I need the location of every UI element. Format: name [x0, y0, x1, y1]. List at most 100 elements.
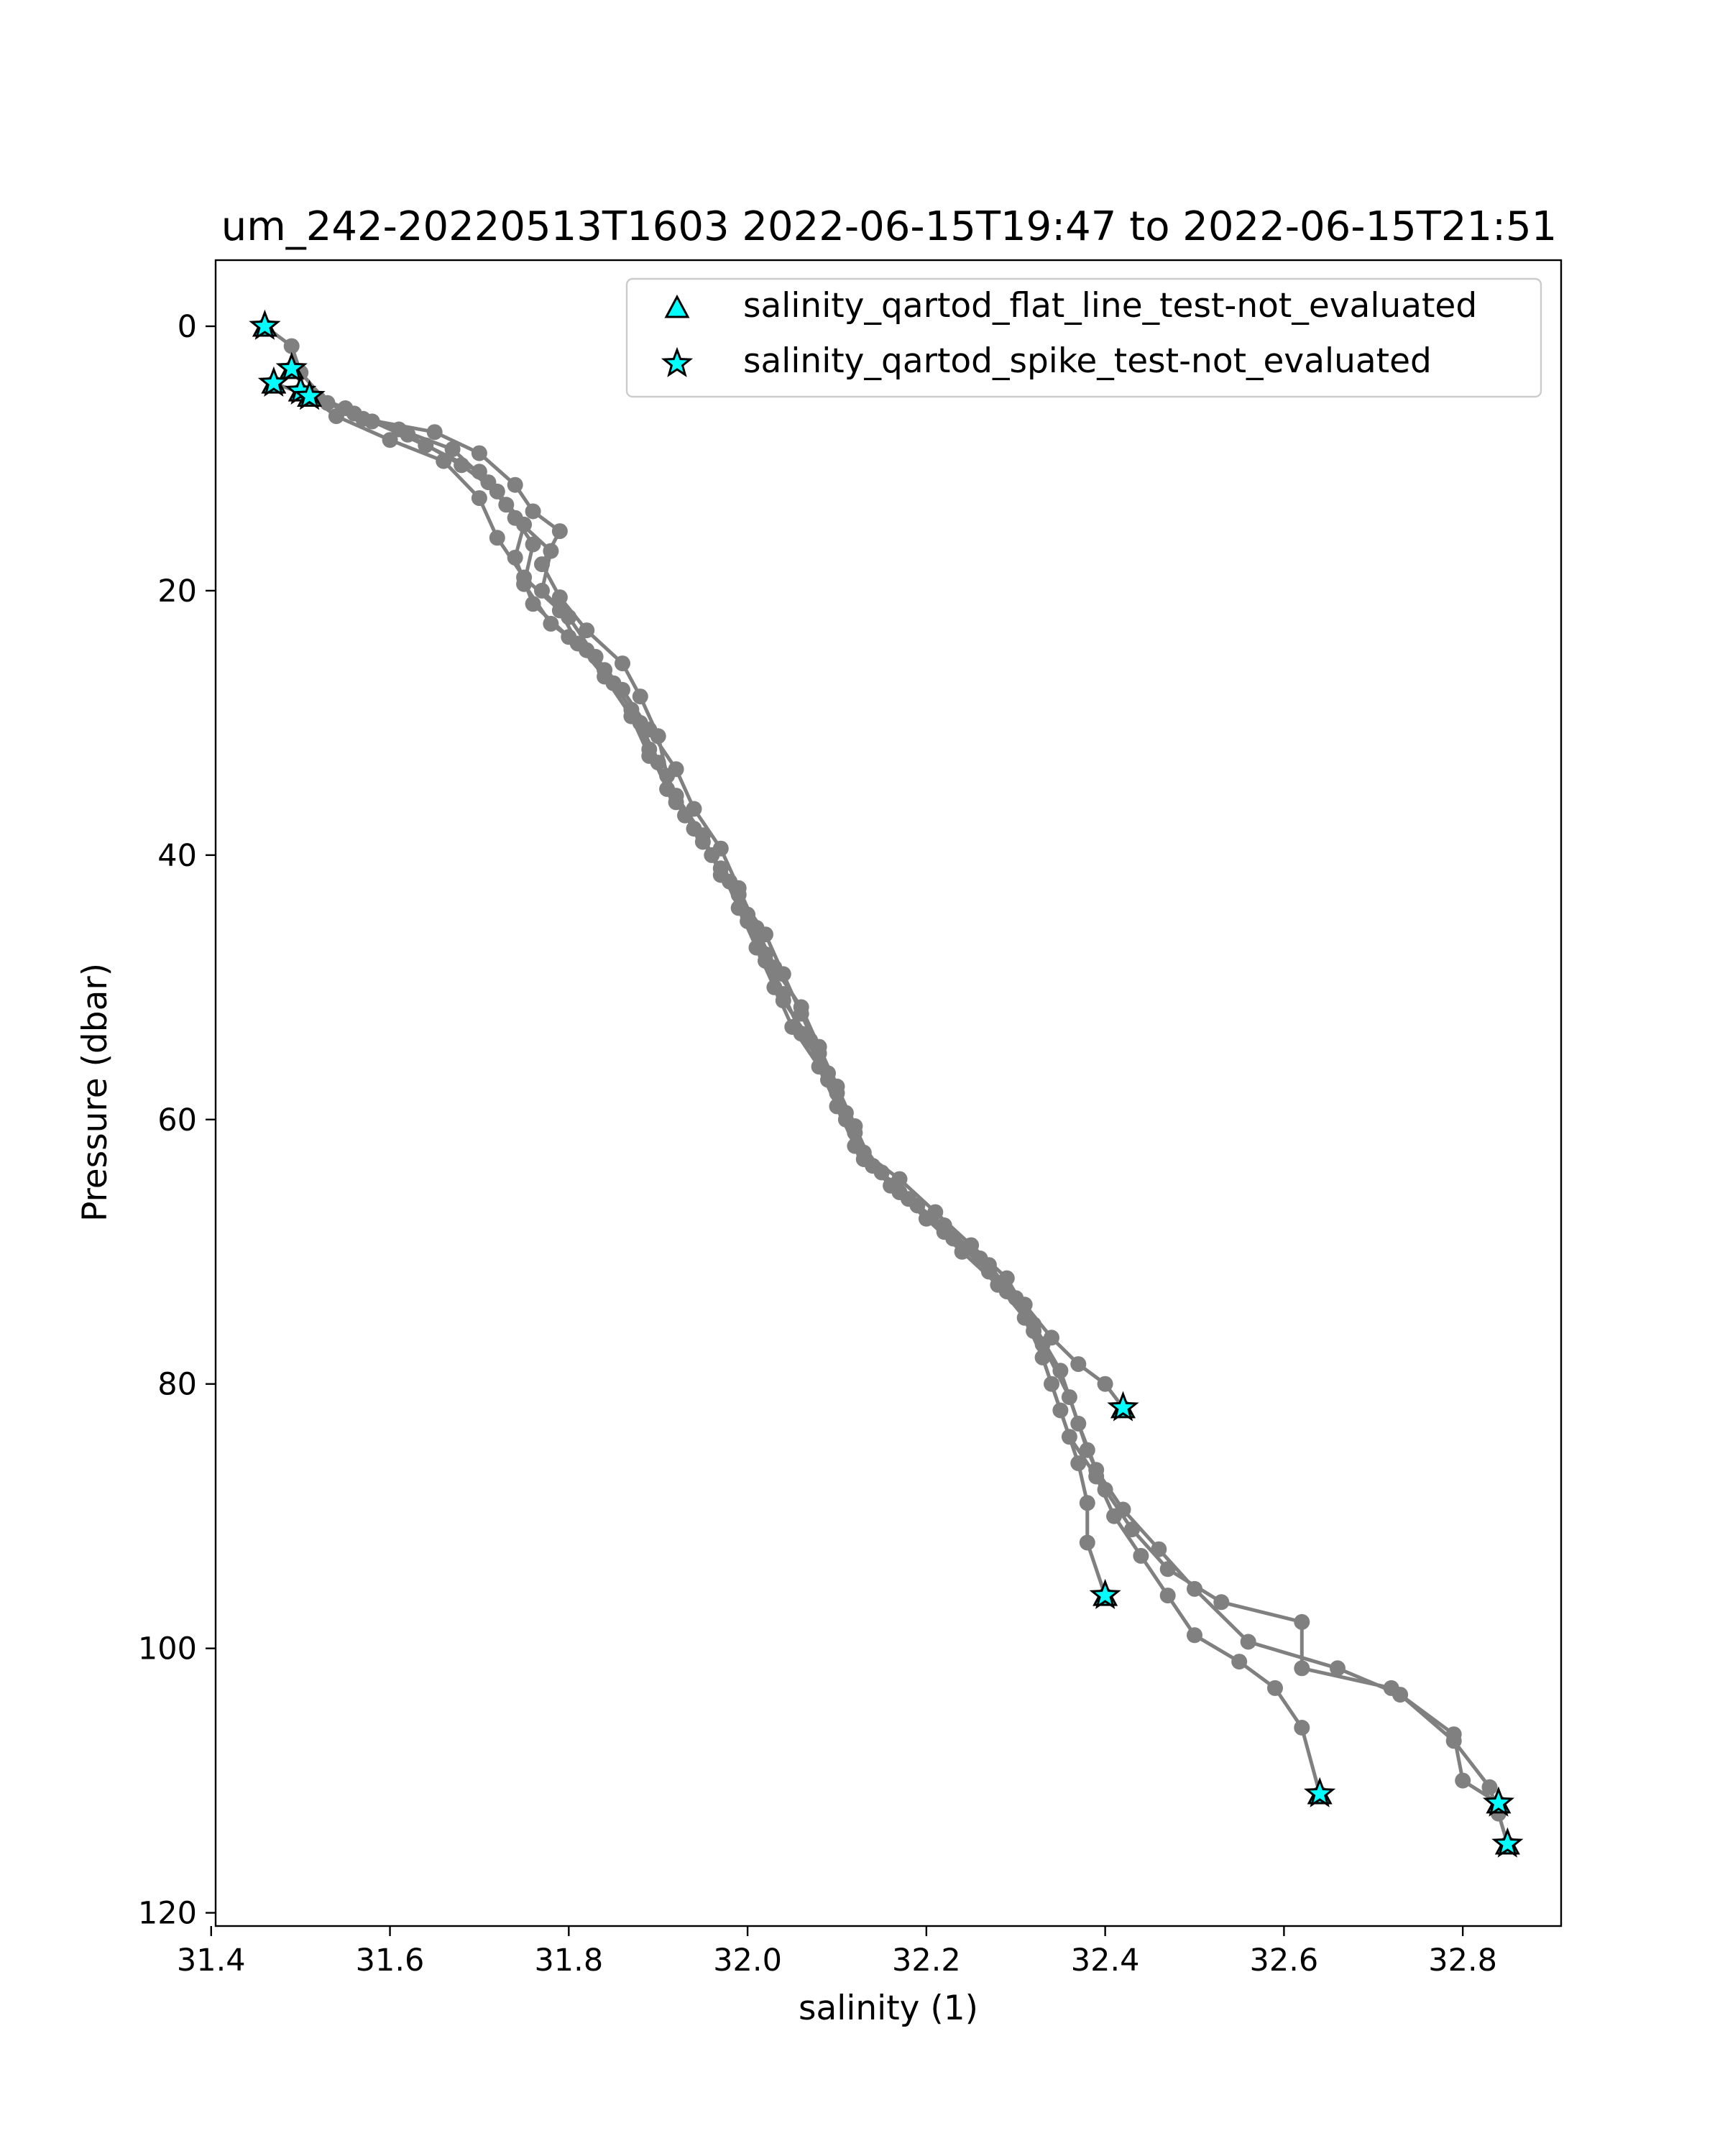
profile-3-point-30: [1061, 1429, 1077, 1445]
profile-4-point-19: [793, 999, 809, 1015]
y-axis-ticks: 0 20 40 60 80 100 120: [138, 309, 216, 1932]
profile-5-point-9: [569, 635, 586, 652]
profile-3-point-37: [1267, 1680, 1283, 1696]
profile-4-point-5: [480, 474, 497, 491]
legend-star-marker-icon: [661, 346, 694, 377]
profile-5-point-35: [1330, 1660, 1346, 1677]
profile-5-point-8: [551, 602, 568, 619]
profile-5-point-34: [1240, 1634, 1256, 1650]
profile-3-point-38: [1294, 1720, 1310, 1736]
profile-4-point-25: [936, 1224, 952, 1240]
profile-5-point-5: [471, 490, 487, 507]
y-tick-label-3: 40: [157, 838, 197, 874]
x-tick-label-8: 32.8: [1428, 1943, 1497, 1978]
profile-4-point-15: [712, 840, 729, 857]
profile-3-point-33: [1133, 1547, 1149, 1564]
profile-line-5: [308, 395, 1509, 1845]
y-axis-label: Pressure (dbar): [75, 963, 115, 1222]
profile-1-point-9: [525, 503, 541, 520]
profile-1-point-12: [551, 589, 568, 606]
profile-4-point-26: [980, 1257, 997, 1273]
profile-5-point-17: [758, 946, 773, 962]
x-tick-label-6: 32.4: [1071, 1943, 1140, 1978]
profile-2-point-33: [1079, 1534, 1095, 1551]
profile-1-point-15: [632, 688, 648, 705]
profile-4-point-7: [543, 543, 559, 559]
profile-5-point-2: [328, 408, 344, 425]
spike-flag-marker-2: [275, 351, 308, 382]
spike-flag-marker-1: [249, 309, 281, 340]
profile-1-point-33: [1070, 1356, 1087, 1373]
profile-2-point-32: [1079, 1495, 1095, 1511]
profile-5-point-12: [641, 747, 658, 764]
spike-flag-marker-3: [257, 366, 290, 397]
profile-5-point-32: [1151, 1541, 1167, 1557]
legend-triangle-marker-icon: [664, 294, 690, 318]
profile-5-point-37: [1445, 1733, 1462, 1749]
profile-1-point-6: [426, 424, 443, 441]
profile-1-point-13: [579, 622, 595, 639]
profile-5-point-28: [1052, 1363, 1069, 1379]
x-axis-ticks: 31.4 31.6 31.8 32.0 32.2 32.4 32.6 32.8: [177, 1926, 1497, 1978]
y-tick-label-5: 80: [157, 1367, 197, 1403]
spike-flag-marker-7: [1089, 1578, 1121, 1609]
profile-5-point-30: [1088, 1462, 1105, 1478]
legend-label-spike: salinity_qartod_spike_test-not_evaluated: [743, 341, 1432, 381]
profile-4-point-14: [686, 801, 702, 817]
profile-5-point-20: [820, 1065, 836, 1082]
profile-5-point-10: [597, 668, 613, 685]
x-tick-label-5: 32.2: [892, 1943, 961, 1978]
chart-title: um_242-20220513T1603 2022-06-15T19:47 to…: [221, 203, 1558, 250]
legend-label-flat-line: salinity_qartod_flat_line_test-not_evalu…: [743, 286, 1477, 326]
y-tick-label-1: 0: [178, 309, 197, 345]
profile-5-point-36: [1392, 1687, 1409, 1703]
profile-5-point-18: [775, 986, 791, 1002]
marker-layer: [249, 309, 1524, 1858]
profile-5-point-29: [1070, 1415, 1087, 1432]
spike-flag-marker-6: [1107, 1391, 1139, 1422]
profile-5-point-4: [436, 453, 452, 469]
profile-5-point-16: [740, 906, 756, 923]
profile-4-point-12: [641, 722, 658, 738]
profile-4-point-3: [391, 421, 407, 438]
legend: salinity_qartod_flat_line_test-not_evalu…: [625, 277, 1542, 398]
profile-5-point-22: [855, 1144, 872, 1161]
x-tick-label-7: 32.6: [1250, 1943, 1319, 1978]
profile-2-point-31: [1070, 1455, 1087, 1472]
profile-5-point-13: [668, 788, 684, 804]
x-tick-label-3: 31.8: [534, 1943, 603, 1978]
profile-5-point-3: [382, 432, 398, 448]
x-axis-label: salinity (1): [799, 1989, 978, 2028]
profile-3-point-34: [1159, 1588, 1176, 1604]
profile-4-point-24: [901, 1191, 916, 1207]
profile-5-point-21: [837, 1105, 854, 1121]
profile-3-point-36: [1231, 1654, 1248, 1670]
profile-5-point-26: [998, 1270, 1015, 1286]
profile-1-point-34: [1097, 1376, 1113, 1392]
y-tick-label-6: 100: [138, 1631, 197, 1667]
profile-5-point-24: [927, 1204, 944, 1220]
x-tick-label-2: 31.6: [356, 1943, 425, 1978]
profile-5-point-7: [516, 569, 533, 586]
profile-4-point-20: [811, 1038, 827, 1055]
profile-5-point-14: [694, 827, 711, 844]
profile-4-point-11: [615, 681, 630, 698]
x-tick-label-4: 32.0: [713, 1943, 782, 1978]
profile-5-point-31: [1115, 1501, 1131, 1518]
spike-flag-marker-10: [1491, 1827, 1524, 1858]
y-tick-label-2: 20: [157, 573, 197, 609]
profile-line-2: [290, 367, 1107, 1596]
profile-4-point-36: [1294, 1660, 1310, 1677]
spike-flag-marker-5: [293, 379, 326, 410]
profile-4-point-13: [668, 761, 684, 778]
profile-line-4: [300, 389, 1500, 1805]
profile-1-point-7: [471, 445, 487, 461]
profile-4-point-6: [507, 510, 523, 526]
profile-3-point-29: [1044, 1376, 1059, 1392]
profile-2-point-9: [525, 596, 541, 612]
profile-4-point-35: [1294, 1613, 1310, 1630]
profile-5-point-33: [1187, 1580, 1202, 1597]
y-tick-label-4: 60: [157, 1102, 197, 1138]
profile-1-point-14: [615, 655, 630, 672]
